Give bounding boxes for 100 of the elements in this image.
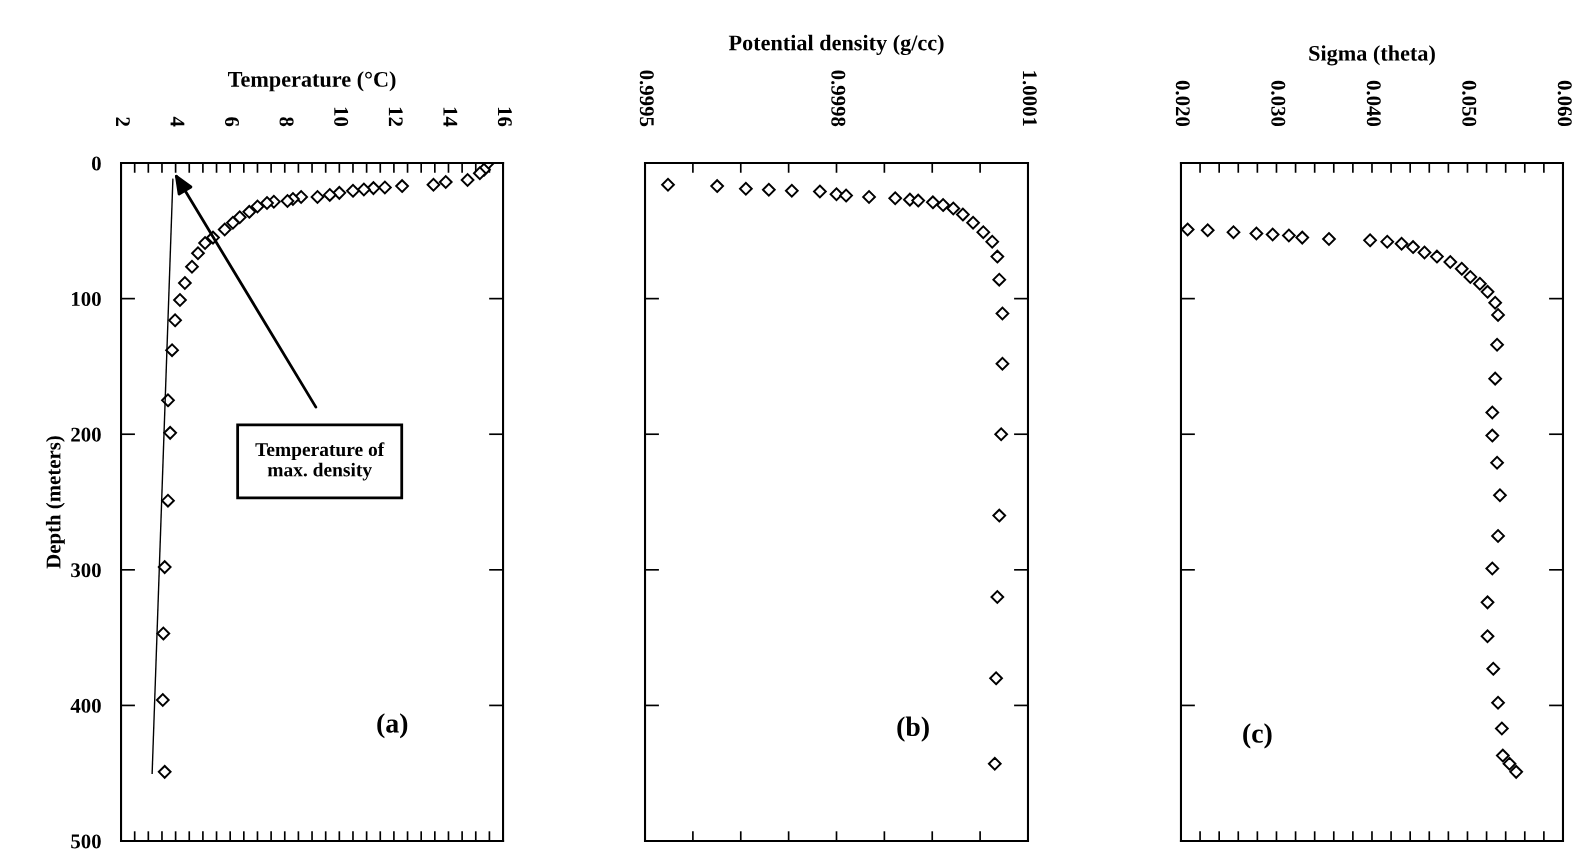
x-tick-label: 6 — [224, 117, 239, 127]
point — [1282, 228, 1296, 243]
annotation: (a) — [377, 713, 408, 739]
point — [987, 756, 1002, 771]
point — [946, 201, 961, 216]
point — [1495, 748, 1510, 763]
point — [1493, 488, 1507, 503]
point — [178, 276, 192, 290]
x-axis-title: Sigma (theta) — [1309, 45, 1435, 66]
y-tick-label: 200 — [71, 427, 101, 442]
x-tick-label: 0.040 — [1366, 80, 1381, 127]
point — [438, 175, 453, 189]
point — [992, 508, 1007, 523]
point — [472, 166, 487, 181]
point — [1509, 765, 1524, 779]
point — [1491, 529, 1505, 543]
point — [995, 356, 1010, 371]
point — [165, 343, 179, 358]
point — [1490, 455, 1504, 470]
y-tick-label: 0 — [91, 156, 101, 171]
point — [155, 693, 170, 707]
point — [1363, 233, 1377, 248]
annotation: (c) — [1243, 723, 1272, 749]
point — [710, 179, 725, 193]
point — [1430, 249, 1444, 264]
x-tick-label: 14 — [443, 107, 458, 127]
point — [1491, 695, 1505, 710]
point — [1480, 629, 1495, 644]
point — [242, 204, 257, 219]
point — [185, 259, 199, 274]
point — [956, 207, 970, 222]
point — [888, 191, 903, 206]
point — [1473, 276, 1487, 291]
x-tick-label: 12 — [388, 107, 403, 127]
point — [661, 177, 675, 192]
point — [1417, 245, 1432, 260]
y-tick-label: 500 — [71, 834, 101, 849]
point — [1380, 234, 1395, 249]
point — [168, 313, 182, 328]
point — [250, 199, 265, 214]
point — [1406, 240, 1420, 254]
point — [226, 215, 240, 230]
point — [1180, 222, 1195, 237]
x-tick-label: 8 — [279, 117, 294, 127]
x-axis-title: Potential density (g/cc) — [728, 34, 944, 56]
point — [976, 225, 991, 240]
x-tick-label: 0.020 — [1175, 80, 1190, 127]
point — [357, 182, 371, 197]
point — [1322, 232, 1336, 246]
point — [1485, 428, 1500, 443]
point — [739, 181, 753, 196]
point — [395, 179, 409, 193]
x-tick-label: 16 — [497, 107, 512, 127]
point — [839, 188, 853, 203]
x-tick-label: 0.030 — [1271, 80, 1286, 127]
x-tick-label: 10 — [334, 107, 349, 127]
point — [198, 236, 212, 250]
point — [157, 560, 172, 574]
x-tick-label: 2 — [116, 117, 130, 127]
point — [1249, 226, 1264, 241]
point — [911, 193, 926, 208]
point — [990, 590, 1005, 604]
y-tick-label: 300 — [71, 563, 101, 578]
point — [191, 246, 205, 261]
point — [460, 173, 475, 187]
point — [1463, 270, 1478, 284]
annotation: Temperature of max. density — [255, 442, 385, 481]
point — [990, 249, 1005, 264]
y-tick-label: 100 — [72, 292, 101, 307]
point — [994, 427, 1009, 442]
x-tick-label: 0.060 — [1557, 80, 1572, 127]
point — [1491, 308, 1505, 322]
point — [761, 182, 776, 197]
point — [1265, 227, 1280, 242]
point — [163, 426, 178, 440]
point — [260, 196, 274, 210]
point — [1443, 255, 1458, 269]
point — [322, 188, 337, 202]
point — [1200, 223, 1215, 238]
point — [232, 210, 247, 225]
point — [1488, 371, 1503, 386]
x-tick-label: 1.0001 — [1022, 71, 1037, 126]
point — [1480, 284, 1495, 299]
x-tick-label: 0.9998 — [831, 70, 846, 127]
point — [966, 215, 980, 230]
point — [1480, 595, 1495, 610]
point — [1486, 661, 1501, 676]
x-tick-label: 0.050 — [1462, 80, 1477, 127]
point — [1495, 721, 1509, 736]
point — [280, 194, 295, 208]
point — [1394, 236, 1409, 251]
y-tick-label: 400 — [70, 698, 101, 713]
annotation: (b) — [897, 716, 929, 742]
point — [426, 177, 441, 192]
point — [157, 765, 172, 779]
point — [1485, 561, 1500, 576]
point — [936, 198, 950, 212]
point — [378, 180, 392, 195]
point — [161, 493, 175, 508]
point — [989, 671, 1003, 686]
